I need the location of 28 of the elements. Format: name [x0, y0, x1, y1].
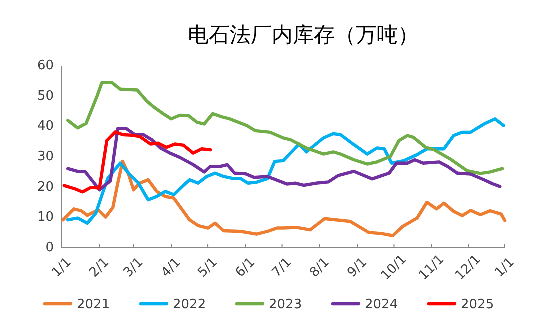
y-tick-label: 20: [37, 180, 54, 195]
chart-title: 电石法厂内库存（万吨）: [188, 23, 419, 47]
x-tick-label: 2/1: [87, 255, 112, 281]
x-tick-label: 3/1: [121, 255, 147, 281]
line-series: [62, 130, 212, 194]
y-tick-label: 40: [37, 119, 54, 134]
y-tick-label: 0: [46, 240, 54, 256]
legend-label: 2021: [77, 298, 110, 312]
line-series: [66, 117, 506, 226]
x-tick-label: 7/1: [270, 255, 295, 281]
y-tick-label: 50: [37, 88, 54, 104]
x-tick-label: 9/1: [345, 255, 370, 281]
x-tick-label: 1/1: [49, 255, 75, 281]
y-tick-label: 60: [37, 58, 54, 74]
y-tick-label: 30: [37, 150, 54, 164]
line-series: [62, 160, 507, 238]
line-series: [66, 81, 504, 176]
x-tick-label: 6/1: [233, 255, 258, 281]
legend-label: 2022: [173, 298, 206, 312]
x-tick-label: 5/1: [195, 255, 221, 281]
legend-label: 2024: [365, 298, 398, 312]
x-tick-label: 1/1: [492, 255, 518, 281]
legend-label: 2023: [269, 298, 302, 312]
line-series: [66, 127, 502, 192]
y-tick-label: 10: [37, 210, 54, 226]
x-tick-label: 4/1: [158, 255, 184, 281]
x-tick-label: 8/1: [307, 255, 333, 281]
legend-label: 2025: [461, 298, 494, 312]
